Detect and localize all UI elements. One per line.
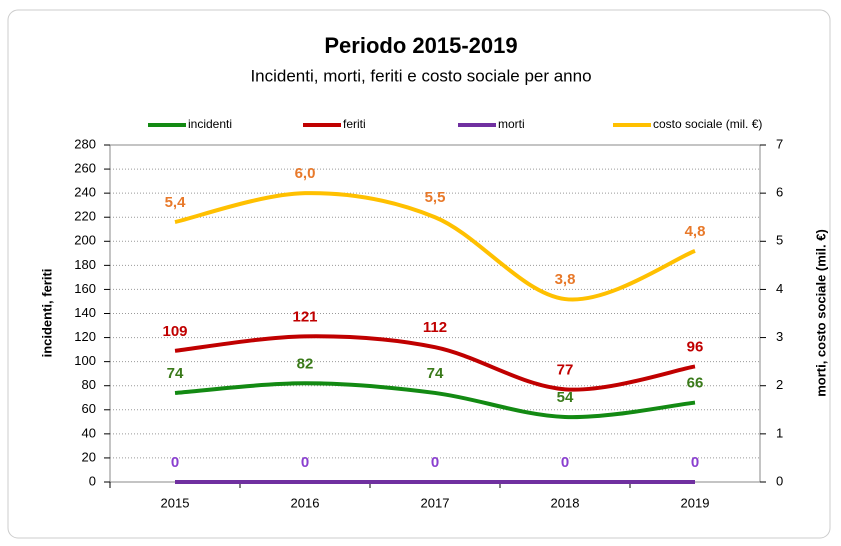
y2-tick-label: 2 xyxy=(776,377,783,392)
series-line xyxy=(174,381,696,420)
y-tick-label: 80 xyxy=(82,377,96,392)
y-axis-title: incidenti, feriti xyxy=(39,269,54,358)
y-tick-label: 120 xyxy=(74,329,96,344)
data-label: 74 xyxy=(427,365,444,382)
data-label: 74 xyxy=(167,365,184,382)
data-label: 66 xyxy=(687,375,704,392)
x-tick-label: 2015 xyxy=(161,495,190,510)
y-tick-label: 40 xyxy=(82,425,96,440)
y-tick-label: 240 xyxy=(74,185,96,200)
y2-tick-label: 0 xyxy=(776,473,783,488)
chart-title: Periodo 2015-2019 xyxy=(324,33,517,58)
y-tick-label: 140 xyxy=(74,305,96,320)
data-label: 6,0 xyxy=(295,165,316,182)
data-label: 96 xyxy=(687,338,704,355)
y-tick-label: 60 xyxy=(82,401,96,416)
data-label: 0 xyxy=(301,454,309,471)
x-tick-label: 2016 xyxy=(291,495,320,510)
legend-label: incidenti xyxy=(188,117,232,131)
x-tick-label: 2018 xyxy=(551,495,580,510)
y-tick-label: 280 xyxy=(74,136,96,151)
y2-tick-label: 3 xyxy=(776,329,783,344)
legend-label: morti xyxy=(498,117,525,131)
y2-tick-label: 5 xyxy=(776,233,783,248)
y-tick-label: 0 xyxy=(89,473,96,488)
chart-subtitle: Incidenti, morti, feriti e costo sociale… xyxy=(250,66,591,85)
y2-axis-title: morti, costo sociale (mil. €) xyxy=(813,229,828,397)
data-label: 109 xyxy=(162,323,187,340)
y-tick-label: 200 xyxy=(74,233,96,248)
data-label: 5,4 xyxy=(165,194,187,211)
data-label: 77 xyxy=(557,361,574,378)
data-label: 121 xyxy=(292,308,317,325)
legend-label: costo sociale (mil. €) xyxy=(653,117,762,131)
data-label: 0 xyxy=(561,454,569,471)
data-label: 0 xyxy=(691,454,699,471)
x-tick-label: 2017 xyxy=(421,495,450,510)
data-label: 54 xyxy=(557,389,574,406)
series-line xyxy=(174,191,696,302)
data-label: 4,8 xyxy=(685,223,706,240)
y-tick-label: 20 xyxy=(82,449,96,464)
y-tick-label: 180 xyxy=(74,257,96,272)
data-label: 5,5 xyxy=(425,189,446,206)
y-tick-label: 100 xyxy=(74,353,96,368)
y-tick-label: 260 xyxy=(74,161,96,176)
data-label: 112 xyxy=(423,319,447,336)
data-label: 3,8 xyxy=(555,271,576,288)
data-label: 0 xyxy=(431,454,439,471)
series-line xyxy=(174,334,696,392)
y2-tick-label: 6 xyxy=(776,185,783,200)
y2-tick-label: 1 xyxy=(776,425,783,440)
y2-tick-label: 4 xyxy=(776,281,783,296)
data-label: 82 xyxy=(297,355,314,372)
y2-tick-label: 7 xyxy=(776,136,783,151)
data-label: 0 xyxy=(171,454,179,471)
y-tick-label: 220 xyxy=(74,209,96,224)
legend-label: feriti xyxy=(343,117,366,131)
y-tick-label: 160 xyxy=(74,281,96,296)
x-tick-label: 2019 xyxy=(681,495,710,510)
